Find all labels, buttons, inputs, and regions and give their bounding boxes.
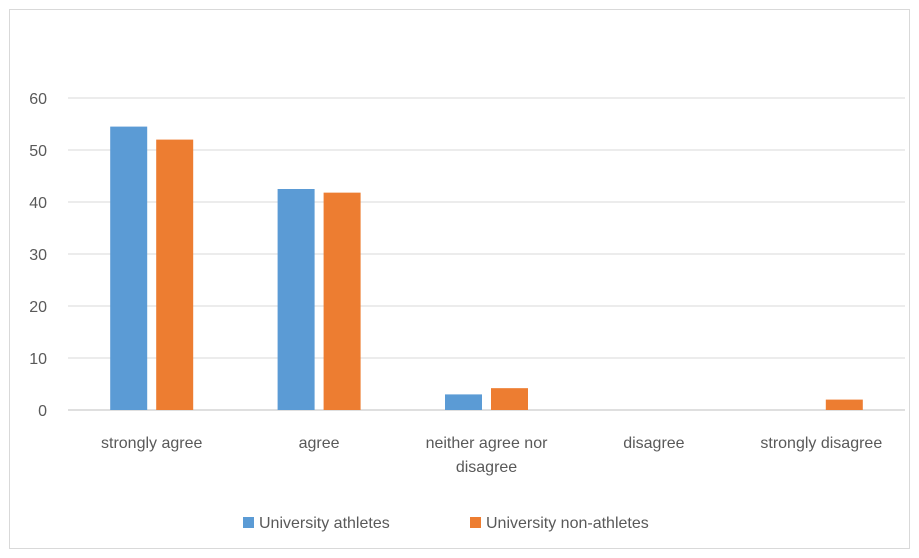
y-axis-ticks: 0 10 20 30 40 50 60: [29, 91, 47, 420]
y-tick-label: 20: [29, 299, 47, 316]
y-tick-label: 0: [38, 403, 47, 420]
bar-athletes: [277, 189, 315, 410]
bar-non-athletes: [491, 388, 528, 410]
y-tick-label: 30: [29, 247, 47, 264]
x-category-label: disagree: [623, 435, 684, 452]
x-axis-labels: strongly agree agree neither agree nor disa…: [101, 435, 882, 476]
bar-athletes: [110, 126, 148, 410]
x-category-label: disagree: [456, 459, 517, 476]
y-tick-label: 10: [29, 351, 47, 368]
legend-label: University non-athletes: [486, 515, 649, 532]
bar-non-athletes: [156, 139, 194, 410]
legend-swatch: [470, 517, 481, 528]
bars: [110, 126, 863, 410]
x-category-label: agree: [299, 435, 340, 452]
y-tick-label: 50: [29, 143, 47, 160]
legend: University athletes University non-athlet…: [243, 515, 649, 532]
bar-non-athletes: [323, 192, 361, 410]
legend-label: University athletes: [259, 515, 390, 532]
bar-non-athletes: [825, 399, 863, 410]
bar-athletes: [445, 394, 482, 410]
y-tick-label: 40: [29, 195, 47, 212]
y-tick-label: 60: [29, 91, 47, 108]
x-category-label: strongly disagree: [760, 435, 882, 452]
legend-swatch: [243, 517, 254, 528]
x-category-label: strongly agree: [101, 435, 202, 452]
gridlines: [68, 97, 905, 411]
x-category-label: neither agree nor: [426, 435, 549, 452]
